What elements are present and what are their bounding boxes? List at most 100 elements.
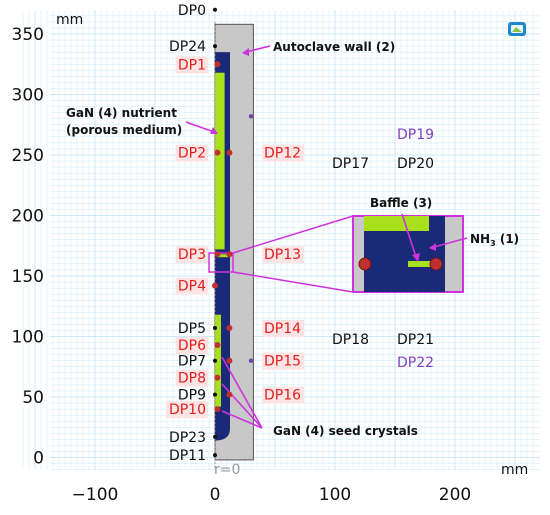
x-tick-label: −100 [72, 485, 119, 505]
zoom-source-box [208, 252, 234, 273]
autoclave-geometry [214, 23, 254, 461]
dp-label-highlight [175, 144, 208, 162]
dp-label-dp14: DP14 [264, 321, 301, 337]
dp-label-dp11: DP11 [169, 448, 206, 464]
y-axis-ticks: 0 50 100 150 200 250 300 350 [12, 25, 44, 469]
gan-nutrient-label-line1: GaN (4) nutrient [66, 106, 177, 120]
baffle-label: Baffle (3) [370, 196, 432, 210]
dp-marker-dp14 [226, 325, 233, 332]
dp-marker-dp16 [226, 391, 233, 398]
zoom-connector-bottom [232, 271, 354, 293]
dp-marker-dp3 [214, 251, 221, 258]
gan-nutrient-label-line2: (porous medium) [66, 123, 182, 137]
dp-label-dp5: DP5 [178, 321, 206, 337]
dp-marker-dp7 [213, 358, 217, 363]
dp-label-dp6: DP6 [178, 338, 206, 354]
dp-label-highlight [262, 320, 304, 338]
y-tick-label: 200 [12, 207, 44, 227]
dp-label-dp12: DP12 [264, 146, 301, 162]
nh3-label: NH3 (1) [470, 232, 519, 248]
dp-label-dp22: DP22 [397, 355, 434, 371]
dp-label-highlight [175, 56, 208, 74]
dp-label-highlight [175, 336, 208, 354]
gan-seed-crystal-region [215, 314, 221, 407]
dp-label-highlight [166, 401, 208, 419]
y-tick-label: 150 [12, 267, 44, 287]
arrow-autoclave-wall [245, 45, 271, 53]
datapoint-markers [212, 7, 254, 458]
zoom-gap [429, 216, 445, 231]
dp-label-highlight [262, 386, 304, 404]
dp-marker-dp22 [248, 358, 254, 363]
annotation-arrows [185, 45, 468, 429]
zoom-bottom-fluid [364, 285, 445, 292]
dp-label-highlight [175, 246, 208, 264]
arrowhead-gan-nutrient [210, 127, 218, 134]
y-tick-label: 0 [33, 449, 44, 469]
dp-marker-dp6 [214, 341, 221, 348]
arrowhead-autoclave-wall [242, 48, 249, 56]
dp-label-dp0: DP0 [178, 3, 206, 19]
zoom-connector-top [232, 215, 354, 254]
dp-marker-dp12 [226, 149, 233, 156]
dp-label-dp8: DP8 [178, 371, 206, 387]
dp-label-dp13: DP13 [264, 247, 301, 263]
zoom-dp13-marker [429, 257, 443, 271]
zoom-dp3-marker [358, 257, 372, 271]
arrow-gan-nutrient [185, 121, 215, 133]
dp-marker-dp13 [226, 251, 233, 258]
dp-marker-dp11 [213, 453, 217, 458]
dp-label-dp10: DP10 [169, 402, 206, 418]
dp-label-dp23: DP23 [169, 430, 206, 446]
baffle [217, 254, 229, 258]
dp-label-highlight [175, 277, 208, 295]
dp-label-dp7: DP7 [178, 354, 206, 370]
gan-nutrient-region [215, 72, 225, 250]
y-tick-label: 250 [12, 146, 44, 166]
x-tick-label: 100 [319, 485, 351, 505]
dp-label-dp19: DP19 [397, 127, 434, 143]
dp-label-dp2: DP2 [178, 146, 206, 162]
app-logo-icon[interactable] [508, 22, 526, 36]
y-tick-label: 50 [22, 388, 44, 408]
dp-label-dp16: DP16 [264, 388, 301, 404]
arrow-nh3 [433, 237, 468, 248]
dp-label-dp1: DP1 [178, 57, 206, 73]
dp-marker-dp4 [212, 282, 218, 289]
arrowhead-nh3 [429, 243, 436, 251]
arrow-seed-3 [221, 410, 263, 429]
zoom-baffle [408, 261, 430, 267]
x-axis-ticks: −100 0 100 200 [72, 485, 472, 505]
arrow-seed-1 [221, 356, 263, 429]
dp-label-highlight [175, 369, 208, 387]
autoclave-wall-label: Autoclave wall (2) [273, 40, 395, 54]
dp-marker-dp15 [226, 357, 233, 364]
unit-label-top: mm [56, 12, 83, 28]
dp-marker-dp1 [214, 61, 221, 68]
y-tick-label: 350 [12, 25, 44, 45]
dp-marker-dp2 [214, 149, 221, 156]
dp-marker-dp9 [213, 392, 217, 397]
arrow-seed-2 [221, 383, 263, 429]
dp-label-dp18: DP18 [332, 332, 369, 348]
dp-marker-dp23 [213, 434, 217, 439]
dp-label-highlight [262, 246, 304, 264]
dp-label-highlight [262, 144, 304, 162]
dp-label-dp24: DP24 [169, 39, 206, 55]
dp-marker-dp5 [213, 326, 217, 331]
dp-label-dp15: DP15 [264, 354, 301, 370]
dp-marker-dp10 [214, 406, 221, 413]
dp-label-dp21: DP21 [397, 332, 434, 348]
unit-label-bottom: mm [501, 462, 528, 478]
arrowhead-baffle [412, 253, 420, 262]
baffle-zoom-inset [208, 215, 464, 293]
dp-marker-dp24 [213, 44, 217, 49]
y-tick-label: 100 [12, 328, 44, 348]
dp-label-highlight [262, 352, 304, 370]
dp-marker-dp19 [248, 114, 254, 119]
dp-label-dp3: DP3 [178, 247, 206, 263]
dp-label-dp9: DP9 [178, 388, 206, 404]
